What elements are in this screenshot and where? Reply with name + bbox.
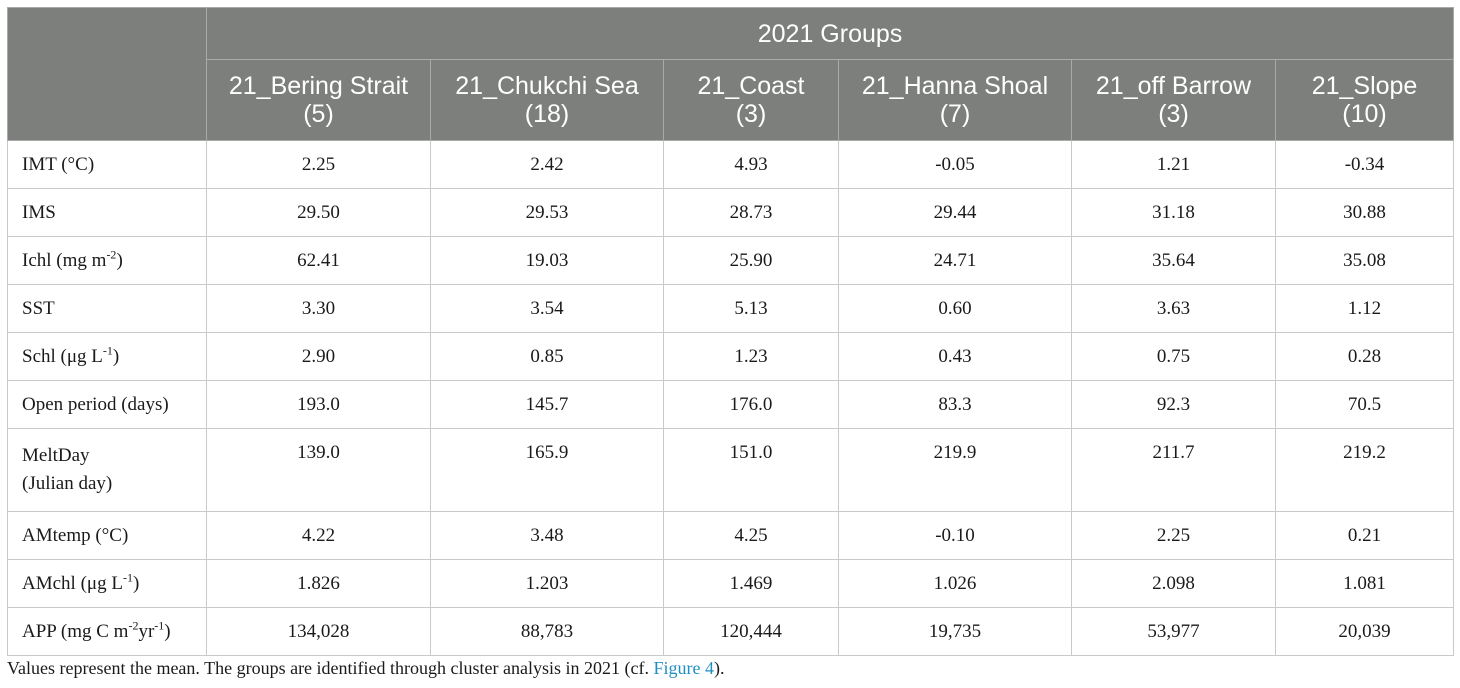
cell-value: 2.42 bbox=[430, 140, 664, 189]
cell-value: 1.469 bbox=[663, 559, 839, 608]
table-row: APP (mg C m-2yr-1) 134,028 88,783 120,44… bbox=[7, 607, 1455, 656]
cell-value: 29.50 bbox=[206, 188, 431, 237]
cell-value: 35.08 bbox=[1274, 236, 1455, 285]
data-table: 2021 Groups 21_Bering Strait (5) 21_Chukc… bbox=[7, 7, 1455, 656]
cell-value: 1.826 bbox=[206, 559, 431, 608]
cell-value: 25.90 bbox=[663, 236, 839, 285]
cell-value: 165.9 bbox=[430, 428, 664, 512]
cell-value: 29.44 bbox=[838, 188, 1072, 237]
row-label: IMT (°C) bbox=[7, 140, 207, 189]
cell-value: 19.03 bbox=[430, 236, 664, 285]
figure-link[interactable]: Figure 4 bbox=[653, 658, 714, 678]
cell-value: 28.73 bbox=[663, 188, 839, 237]
cell-value: 0.85 bbox=[430, 332, 664, 381]
row-label: AMtemp (°C) bbox=[7, 511, 207, 560]
cell-value: 2.098 bbox=[1071, 559, 1276, 608]
cell-value: 92.3 bbox=[1071, 380, 1276, 429]
cell-value: 1.21 bbox=[1071, 140, 1276, 189]
cell-value: 31.18 bbox=[1071, 188, 1276, 237]
cell-value: -0.34 bbox=[1274, 140, 1455, 189]
table-row: IMT (°C) 2.25 2.42 4.93 -0.05 1.21 -0.34 bbox=[7, 140, 1455, 189]
cell-value: 1.23 bbox=[663, 332, 839, 381]
cell-value: 134,028 bbox=[206, 607, 431, 656]
table-row: Open period (days) 193.0 145.7 176.0 83.… bbox=[7, 380, 1455, 429]
table-row: AMtemp (°C) 4.22 3.48 4.25 -0.10 2.25 0.… bbox=[7, 511, 1455, 560]
cell-value: 219.9 bbox=[838, 428, 1072, 512]
column-header: 21_Bering Strait (5) bbox=[206, 59, 431, 141]
cell-value: 2.25 bbox=[206, 140, 431, 189]
cell-value: 3.63 bbox=[1071, 284, 1276, 333]
cell-value: 4.25 bbox=[663, 511, 839, 560]
cell-value: 62.41 bbox=[206, 236, 431, 285]
column-header: 21_Coast (3) bbox=[663, 59, 839, 141]
cell-value: 219.2 bbox=[1274, 428, 1455, 512]
cell-value: 151.0 bbox=[663, 428, 839, 512]
row-label: IMS bbox=[7, 188, 207, 237]
cell-value: 120,444 bbox=[663, 607, 839, 656]
cell-value: 5.13 bbox=[663, 284, 839, 333]
table-row: Ichl (mg m-2) 62.41 19.03 25.90 24.71 35… bbox=[7, 236, 1455, 285]
cell-value: 139.0 bbox=[206, 428, 431, 512]
group-header: 2021 Groups bbox=[205, 7, 1455, 60]
cell-value: 70.5 bbox=[1274, 380, 1455, 429]
cell-value: 2.25 bbox=[1071, 511, 1276, 560]
cell-value: 53,977 bbox=[1071, 607, 1276, 656]
cell-value: 19,735 bbox=[838, 607, 1072, 656]
row-label: MeltDay (Julian day) bbox=[7, 428, 207, 512]
cell-value: 3.48 bbox=[430, 511, 664, 560]
table-row: Schl (μg L-1) 2.90 0.85 1.23 0.43 0.75 0… bbox=[7, 332, 1455, 381]
footnote-text-end: ). bbox=[713, 658, 725, 678]
cell-value: 176.0 bbox=[663, 380, 839, 429]
cell-value: 1.081 bbox=[1274, 559, 1455, 608]
cell-value: 193.0 bbox=[206, 380, 431, 429]
cell-value: 1.026 bbox=[838, 559, 1072, 608]
cell-value: 0.75 bbox=[1071, 332, 1276, 381]
cell-value: 29.53 bbox=[430, 188, 664, 237]
cell-value: 0.21 bbox=[1274, 511, 1455, 560]
cell-value: 4.93 bbox=[663, 140, 839, 189]
cell-value: 30.88 bbox=[1274, 188, 1455, 237]
column-header-row: 21_Bering Strait (5) 21_Chukchi Sea (18) 2… bbox=[8, 59, 1455, 141]
cell-value: 0.43 bbox=[838, 332, 1072, 381]
cell-value: 35.64 bbox=[1071, 236, 1276, 285]
cell-value: -0.10 bbox=[838, 511, 1072, 560]
row-label: Ichl (mg m-2) bbox=[7, 236, 207, 285]
cell-value: 2.90 bbox=[206, 332, 431, 381]
table-footnote: Values represent the mean. The groups ar… bbox=[7, 658, 724, 679]
cell-value: 1.12 bbox=[1274, 284, 1455, 333]
cell-value: 145.7 bbox=[430, 380, 664, 429]
table-container: 2021 Groups 21_Bering Strait (5) 21_Chukc… bbox=[7, 7, 1455, 656]
row-label: AMchl (μg L-1) bbox=[7, 559, 207, 608]
footnote-text: Values represent the mean. The groups ar… bbox=[7, 658, 654, 678]
row-label: Schl (μg L-1) bbox=[7, 332, 207, 381]
cell-value: 0.28 bbox=[1274, 332, 1455, 381]
cell-value: 211.7 bbox=[1071, 428, 1276, 512]
column-header: 21_Chukchi Sea (18) bbox=[430, 59, 664, 141]
table-row: AMchl (μg L-1) 1.826 1.203 1.469 1.026 2… bbox=[7, 559, 1455, 608]
row-label: APP (mg C m-2yr-1) bbox=[7, 607, 207, 656]
cell-value: 3.30 bbox=[206, 284, 431, 333]
cell-value: 0.60 bbox=[838, 284, 1072, 333]
cell-value: 88,783 bbox=[430, 607, 664, 656]
cell-value: 3.54 bbox=[430, 284, 664, 333]
table-row: MeltDay (Julian day) 139.0 165.9 151.0 21… bbox=[7, 428, 1455, 512]
column-header: 21_off Barrow (3) bbox=[1071, 59, 1276, 141]
column-header: 21_Hanna Shoal (7) bbox=[838, 59, 1072, 141]
row-label: SST bbox=[7, 284, 207, 333]
table-row: SST 3.30 3.54 5.13 0.60 3.63 1.12 bbox=[7, 284, 1455, 333]
table-row: IMS 29.50 29.53 28.73 29.44 31.18 30.88 bbox=[7, 188, 1455, 237]
cell-value: 83.3 bbox=[838, 380, 1072, 429]
corner-cell bbox=[7, 7, 207, 141]
row-label: Open period (days) bbox=[7, 380, 207, 429]
column-header: 21_Slope (10) bbox=[1274, 59, 1455, 141]
cell-value: -0.05 bbox=[838, 140, 1072, 189]
group-header-row: 2021 Groups bbox=[7, 7, 1455, 141]
cell-value: 1.203 bbox=[430, 559, 664, 608]
cell-value: 20,039 bbox=[1274, 607, 1455, 656]
cell-value: 4.22 bbox=[206, 511, 431, 560]
cell-value: 24.71 bbox=[838, 236, 1072, 285]
